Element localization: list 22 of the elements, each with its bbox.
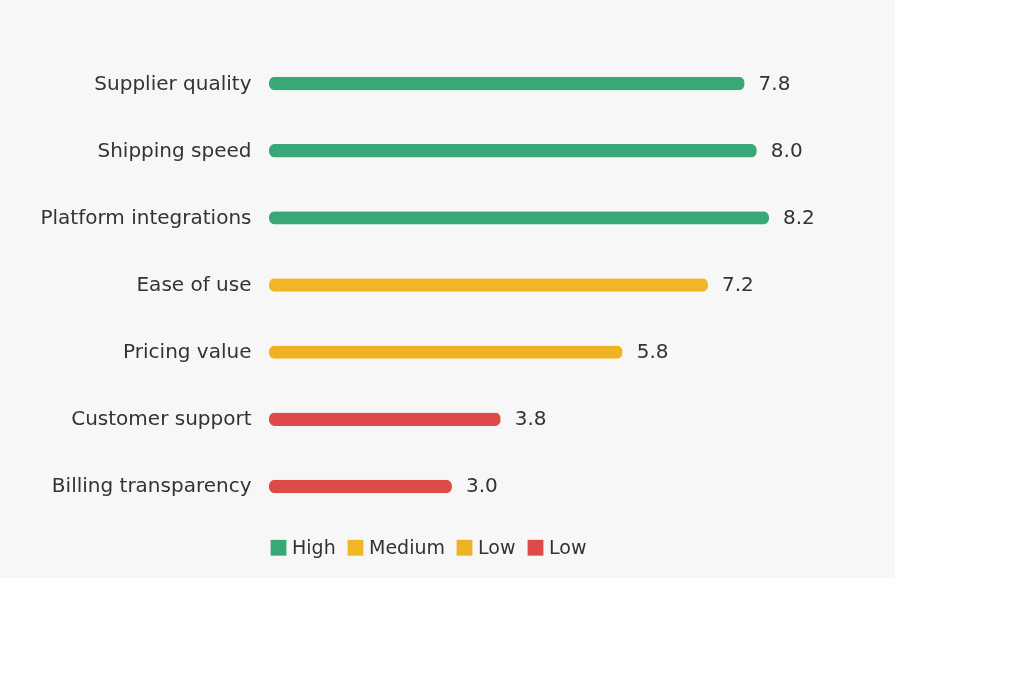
legend-label: Medium — [369, 535, 445, 558]
data-label: 3.8 — [514, 406, 547, 431]
y-tick-label: Pricing value — [123, 339, 252, 364]
bar — [269, 76, 745, 91]
y-tick-label: Ease of use — [136, 272, 252, 296]
y-tick-label: Supplier quality — [94, 70, 252, 95]
y-tick-label: Customer support — [71, 406, 252, 431]
data-label: 8.2 — [783, 204, 815, 229]
legend-label: High — [292, 535, 336, 558]
bar — [269, 479, 452, 494]
data-label: 8.0 — [770, 137, 803, 162]
y-tick-label: Shipping speed — [97, 137, 252, 162]
y-tick-label: Billing transparency — [51, 473, 252, 498]
data-label: 7.2 — [722, 272, 754, 296]
data-label: 5.8 — [636, 339, 669, 364]
legend-label: Low — [549, 535, 587, 558]
bar — [269, 144, 757, 158]
y-tick-label: Platform integrations — [40, 204, 252, 229]
data-label: 7.8 — [758, 70, 791, 95]
data-label: 3.0 — [465, 473, 498, 498]
legend-label: Low — [478, 535, 516, 558]
bar — [269, 412, 501, 426]
